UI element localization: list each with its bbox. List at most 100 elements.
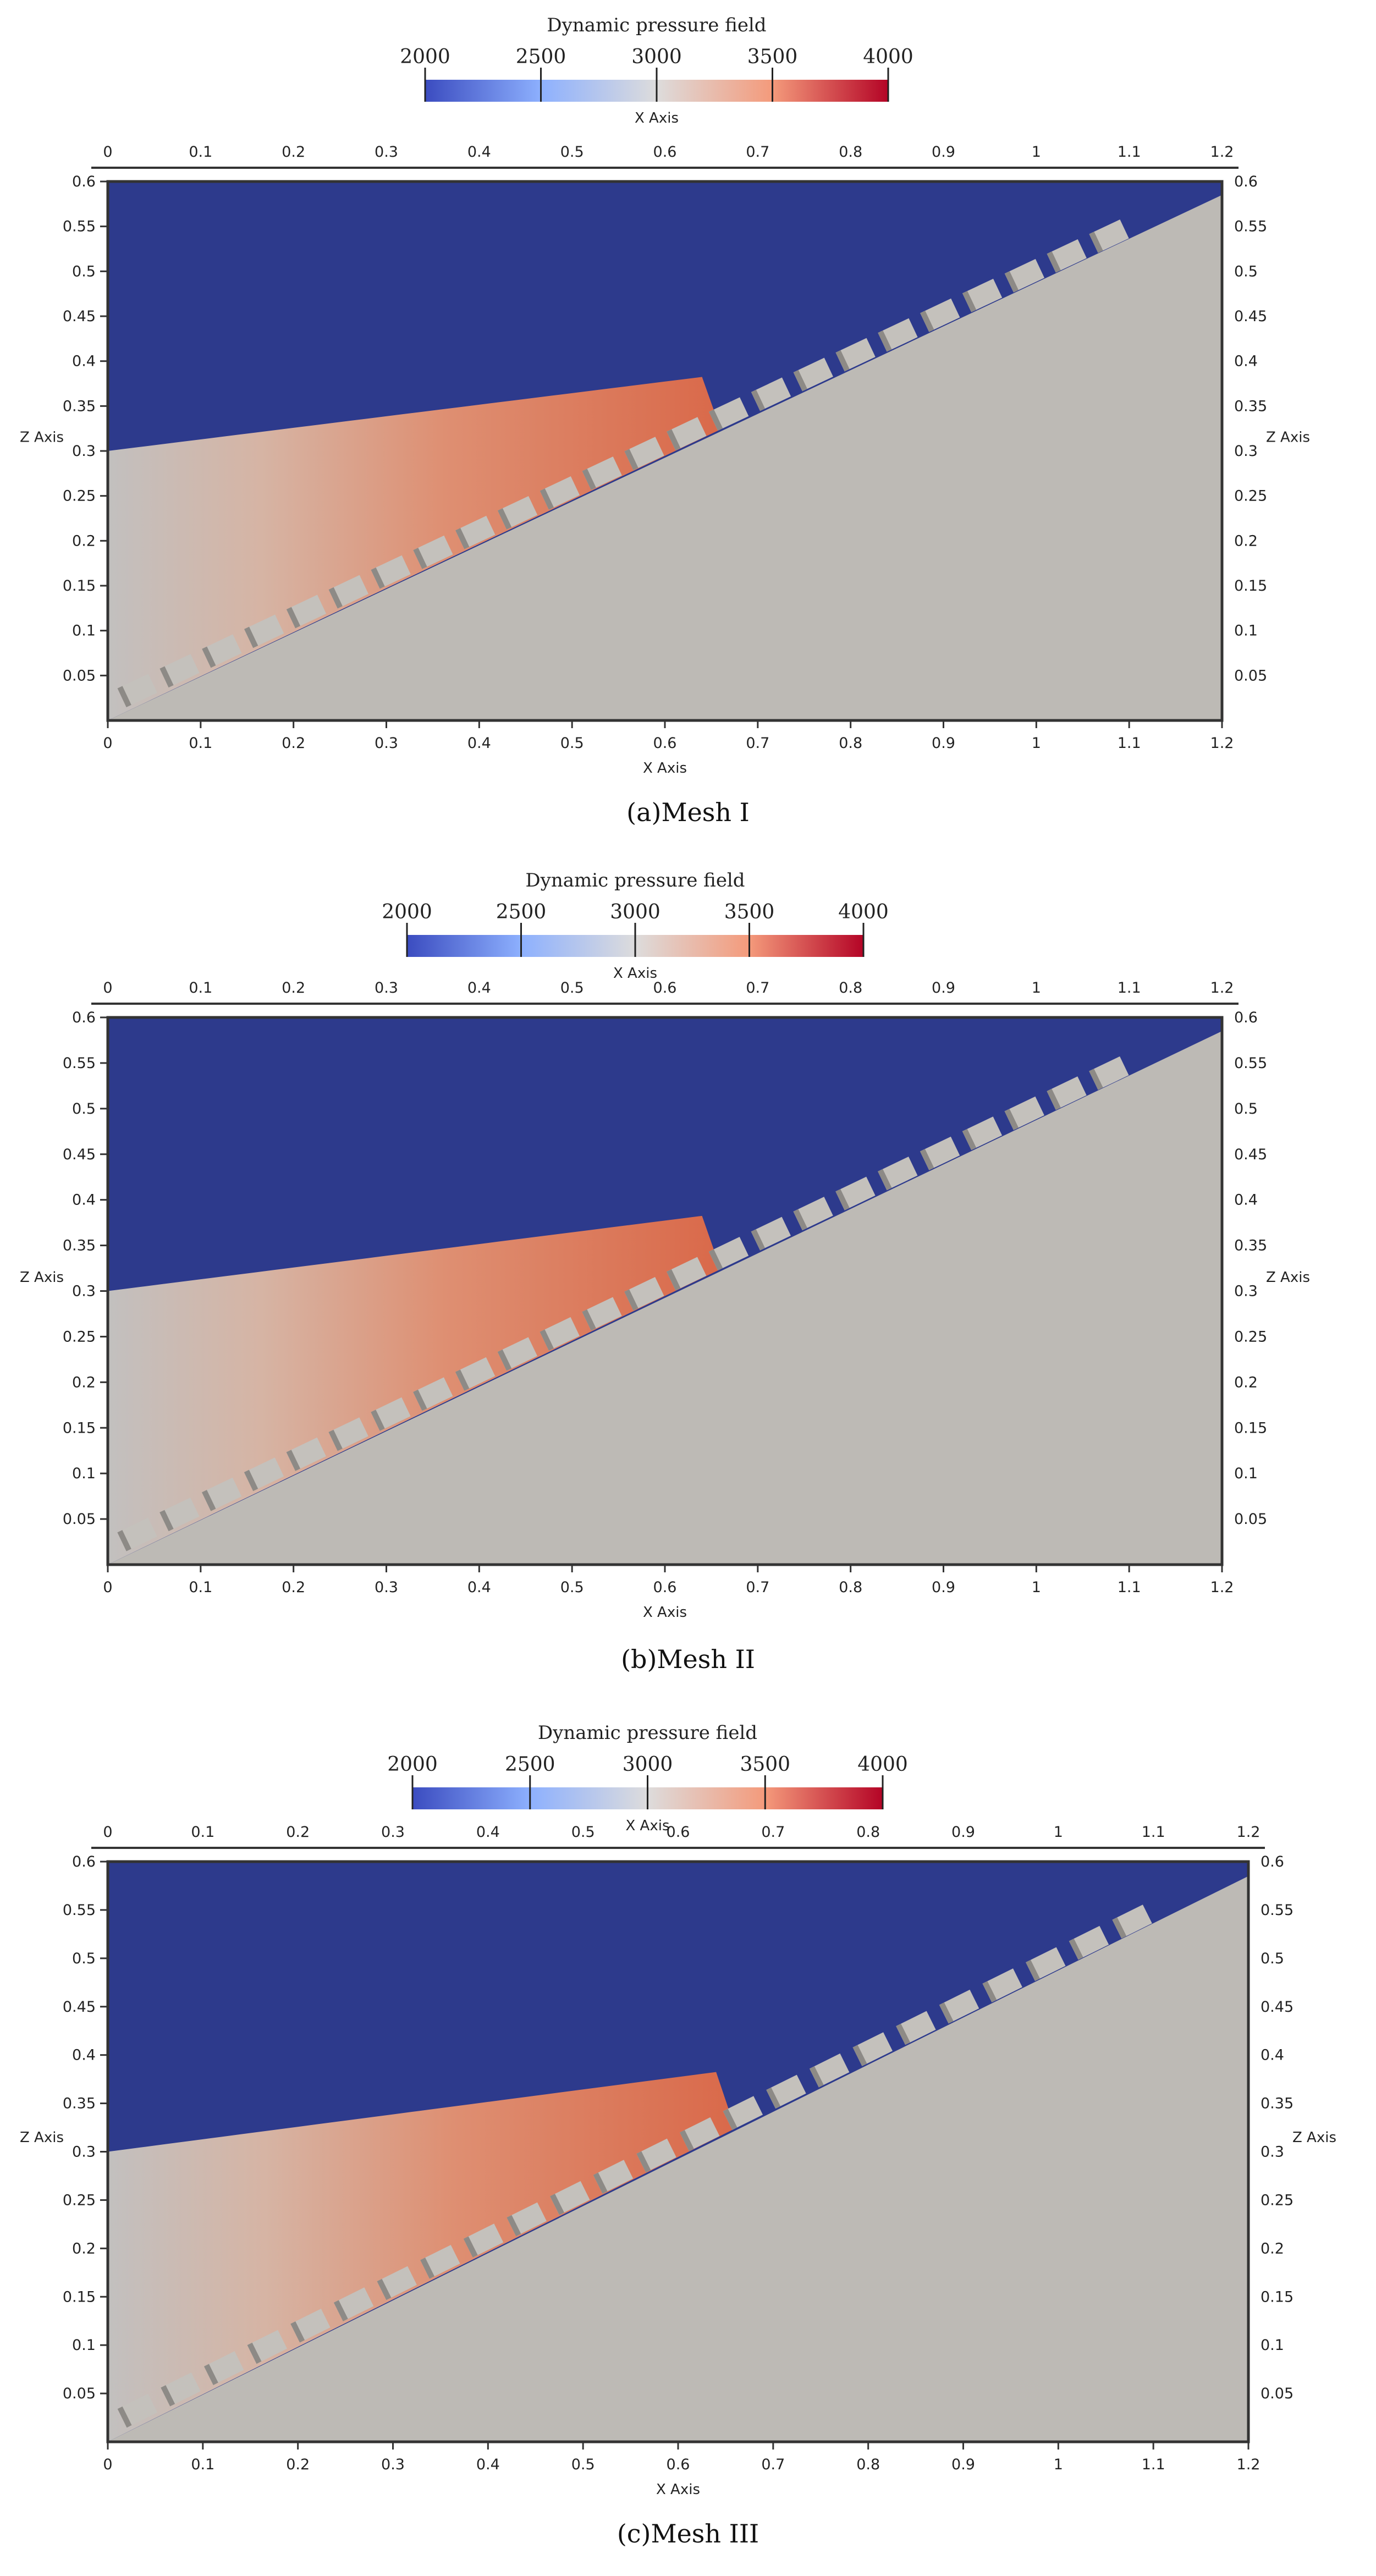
x-tick-label-top: 0 xyxy=(103,1824,112,1841)
baffle-shadow xyxy=(723,2109,737,2130)
z-tick-label-right: 0.45 xyxy=(1234,308,1267,325)
z-tick-label-left: 0.35 xyxy=(63,1237,96,1254)
z-tick-label-right: 0.1 xyxy=(1234,623,1258,640)
baffle-block xyxy=(793,1197,833,1231)
z-tick-label-right: 0.6 xyxy=(1261,1853,1284,1870)
x-tick-label-bottom: 0 xyxy=(103,1579,112,1596)
panel-caption-a: (a)Mesh I xyxy=(626,797,750,827)
baffle-block xyxy=(679,2117,720,2151)
baffle-shadow xyxy=(1069,1939,1083,1960)
baffle-shadow xyxy=(497,1349,512,1371)
z-axis-label-right: Z Axis xyxy=(1266,430,1310,446)
z-tick-label-right: 0.35 xyxy=(1234,398,1267,415)
baffle-shadow xyxy=(328,587,343,609)
baffle-block xyxy=(920,1136,960,1170)
x-tick-label-bottom: 0.6 xyxy=(667,2456,690,2473)
x-tick-label-top: 0 xyxy=(103,144,112,161)
z-tick-label-right: 0.3 xyxy=(1261,2144,1284,2161)
x-tick-label-bottom: 0.4 xyxy=(467,735,491,752)
baffle-shadow xyxy=(507,2215,521,2237)
x-tick-label-bottom: 0.1 xyxy=(191,2456,214,2473)
x-tick-label-bottom: 0.2 xyxy=(282,1579,305,1596)
baffle-block xyxy=(1004,1096,1044,1130)
x-tick-label-bottom: 0 xyxy=(103,2456,112,2473)
baffle-shadow xyxy=(247,2342,262,2364)
baffle-block xyxy=(550,2181,590,2215)
baffle-shadow xyxy=(1089,1069,1103,1090)
slope-solid xyxy=(108,195,1222,720)
x-tick-label-top: 0.3 xyxy=(381,1824,405,1841)
x-tick-label-bottom: 0.7 xyxy=(761,2456,785,2473)
baffle-shadow xyxy=(835,1189,850,1210)
colorbar-tick-label: 2000 xyxy=(387,1753,438,1776)
z-tick-label-right: 0.05 xyxy=(1261,2385,1294,2402)
x-tick-label-top: 0.9 xyxy=(932,979,955,997)
baffle-block xyxy=(636,2138,676,2173)
x-tick-label-top: 1.1 xyxy=(1118,144,1141,161)
z-tick-label-left: 0.45 xyxy=(63,308,96,325)
z-tick-label-right: 0.05 xyxy=(1234,667,1267,684)
z-axis-label-right: Z Axis xyxy=(1292,2129,1336,2146)
z-tick-label-right: 0.5 xyxy=(1261,1950,1284,1967)
z-tick-label-left: 0.4 xyxy=(72,2047,96,2064)
baffle-shadow xyxy=(550,2194,564,2215)
z-axis-label-left: Z Axis xyxy=(20,430,64,446)
baffle-block xyxy=(540,1317,580,1351)
baffle-block xyxy=(1069,1925,1109,1960)
baffle-block xyxy=(1047,1076,1087,1110)
baffle-shadow xyxy=(962,1129,977,1151)
z-tick-label-left: 0.15 xyxy=(63,1419,96,1436)
baffle-shadow xyxy=(708,1249,723,1271)
baffle-shadow xyxy=(371,567,385,589)
z-tick-label-right: 0.25 xyxy=(1234,488,1267,505)
colorbar-tick-label: 3000 xyxy=(631,46,682,68)
baffle-block xyxy=(982,1968,1022,2002)
x-tick-label-bottom: 1.2 xyxy=(1237,2456,1261,2473)
z-tick-label-left: 0.2 xyxy=(72,532,96,549)
baffle-block xyxy=(1026,1947,1066,1981)
baffle-shadow xyxy=(117,1530,131,1551)
baffle-block xyxy=(852,2032,893,2066)
baffle-block xyxy=(766,2074,806,2109)
x-tick-label-top: 0.4 xyxy=(467,979,491,997)
x-tick-label-bottom: 0.6 xyxy=(653,1579,677,1596)
colorbar-tick-label: 4000 xyxy=(838,901,889,923)
baffle-shadow xyxy=(1047,251,1061,273)
baffle-shadow xyxy=(1089,232,1103,253)
z-tick-label-left: 0.25 xyxy=(63,2192,96,2209)
baffle-shadow xyxy=(463,2236,478,2258)
x-tick-label-bottom: 0.7 xyxy=(746,735,769,752)
x-axis-label: X Axis xyxy=(643,1604,687,1621)
baffle-block xyxy=(507,2202,547,2237)
x-tick-label-top: 0.2 xyxy=(286,1824,310,1841)
z-tick-label-right: 0.25 xyxy=(1234,1328,1267,1345)
baffle-block xyxy=(290,2308,331,2343)
baffle-shadow xyxy=(835,350,850,372)
z-tick-label-left: 0.15 xyxy=(63,577,96,595)
baffle-shadow xyxy=(540,1329,554,1351)
baffle-shadow xyxy=(413,547,427,569)
baffle-shadow xyxy=(244,1469,258,1491)
colorbar-tick-label: 3500 xyxy=(724,901,775,923)
z-tick-label-right: 0.4 xyxy=(1261,2047,1284,2064)
z-tick-label-left: 0.1 xyxy=(72,623,96,640)
z-tick-label-left: 0.05 xyxy=(63,667,96,684)
baffle-shadow xyxy=(582,1309,596,1331)
z-tick-label-left: 0.6 xyxy=(72,1009,96,1026)
baffle-shadow xyxy=(202,646,216,668)
x-tick-label-top: 0.8 xyxy=(856,1824,880,1841)
z-tick-label-left: 0.2 xyxy=(72,2240,96,2257)
baffle-block xyxy=(751,377,791,411)
z-tick-label-left: 0.5 xyxy=(72,1100,96,1118)
x-tick-label-bottom: 0.3 xyxy=(381,2456,405,2473)
x-tick-label-bottom: 0 xyxy=(103,735,112,752)
x-tick-label-top: 0.5 xyxy=(560,979,584,997)
baffle-shadow xyxy=(962,291,977,312)
z-tick-label-left: 0.45 xyxy=(63,1999,96,2016)
x-tick-label-top: 0.3 xyxy=(375,979,398,997)
z-tick-label-left: 0.25 xyxy=(63,488,96,505)
x-tick-label-top: 0.1 xyxy=(189,144,212,161)
colorbar-axis-label: X Axis xyxy=(635,110,679,126)
x-tick-label-top: 0.5 xyxy=(560,144,584,161)
z-tick-label-right: 0.1 xyxy=(1261,2337,1284,2354)
